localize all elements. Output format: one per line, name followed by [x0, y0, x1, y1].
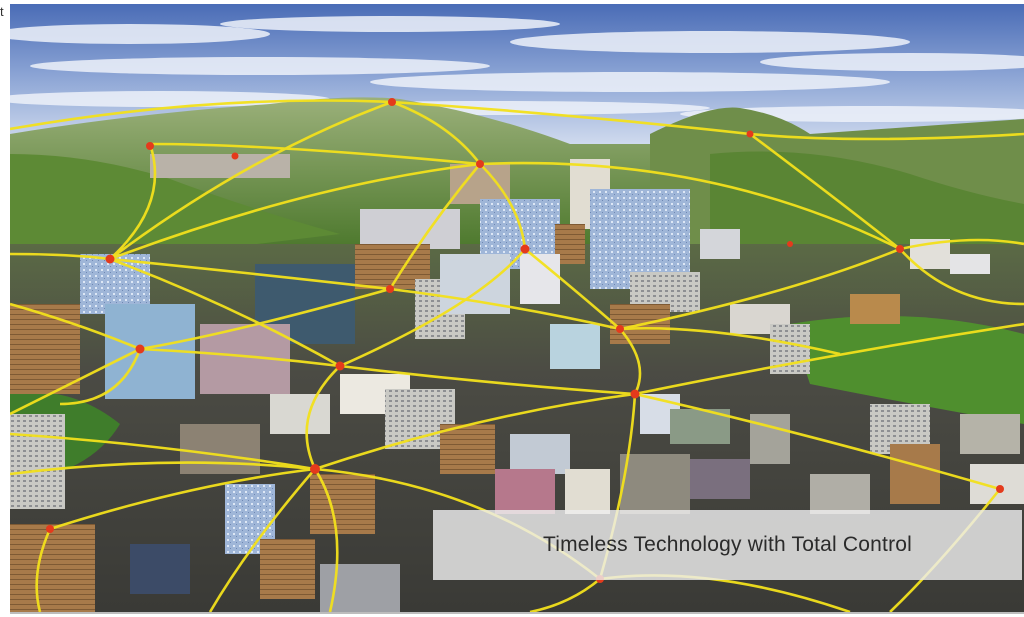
park-right	[790, 316, 1024, 424]
caption-banner: Timeless Technology with Total Control	[433, 510, 1022, 580]
network-lines	[10, 99, 1024, 612]
city-network-illustration	[10, 4, 1024, 612]
hero-image: Timeless Technology with Total Control	[10, 4, 1024, 614]
buildings-front	[10, 374, 1024, 612]
network-nodes	[46, 98, 1004, 583]
caption-text: Timeless Technology with Total Control	[542, 533, 913, 556]
stray-text: t	[0, 4, 4, 19]
